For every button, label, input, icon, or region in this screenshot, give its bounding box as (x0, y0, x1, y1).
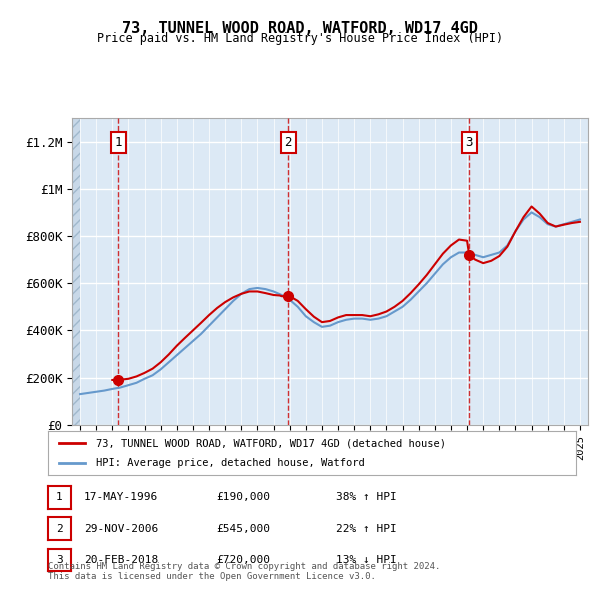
Text: 17-MAY-1996: 17-MAY-1996 (84, 493, 158, 502)
Bar (72, 118, 80, 425)
Text: HPI: Average price, detached house, Watford: HPI: Average price, detached house, Watf… (95, 458, 364, 467)
Text: 3: 3 (56, 555, 63, 565)
Text: 38% ↑ HPI: 38% ↑ HPI (336, 493, 397, 502)
Text: Contains HM Land Registry data © Crown copyright and database right 2024.
This d: Contains HM Land Registry data © Crown c… (48, 562, 440, 581)
Text: 73, TUNNEL WOOD ROAD, WATFORD, WD17 4GD: 73, TUNNEL WOOD ROAD, WATFORD, WD17 4GD (122, 21, 478, 35)
Text: 20-FEB-2018: 20-FEB-2018 (84, 555, 158, 565)
Text: 29-NOV-2006: 29-NOV-2006 (84, 524, 158, 533)
Text: Price paid vs. HM Land Registry's House Price Index (HPI): Price paid vs. HM Land Registry's House … (97, 32, 503, 45)
Text: 73, TUNNEL WOOD ROAD, WATFORD, WD17 4GD (detached house): 73, TUNNEL WOOD ROAD, WATFORD, WD17 4GD … (95, 438, 446, 448)
Text: 1: 1 (56, 493, 63, 502)
Text: £190,000: £190,000 (216, 493, 270, 502)
Text: 2: 2 (56, 524, 63, 533)
Text: 3: 3 (466, 136, 473, 149)
Text: 2: 2 (284, 136, 292, 149)
Text: £720,000: £720,000 (216, 555, 270, 565)
Text: 22% ↑ HPI: 22% ↑ HPI (336, 524, 397, 533)
Text: £545,000: £545,000 (216, 524, 270, 533)
Text: 13% ↓ HPI: 13% ↓ HPI (336, 555, 397, 565)
Text: 1: 1 (115, 136, 122, 149)
